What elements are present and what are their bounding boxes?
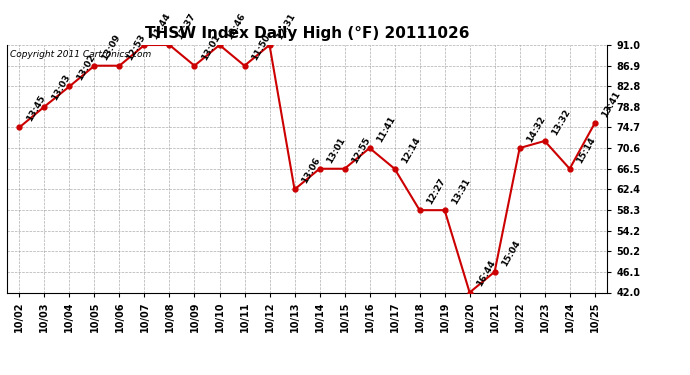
Text: 12:14: 12:14 bbox=[400, 135, 422, 165]
Text: 11:44: 11:44 bbox=[150, 11, 172, 41]
Text: 13:41: 13:41 bbox=[600, 90, 622, 119]
Text: 13:45: 13:45 bbox=[25, 94, 47, 123]
Text: 11:50: 11:50 bbox=[250, 32, 272, 62]
Text: 13:01: 13:01 bbox=[325, 135, 347, 165]
Text: 15:04: 15:04 bbox=[500, 238, 522, 268]
Text: 13:09: 13:09 bbox=[100, 32, 122, 62]
Text: 13:01: 13:01 bbox=[200, 32, 222, 62]
Text: 13:03: 13:03 bbox=[50, 73, 72, 102]
Text: 12:46: 12:46 bbox=[225, 11, 247, 41]
Text: 12:27: 12:27 bbox=[425, 177, 447, 206]
Text: 13:02: 13:02 bbox=[75, 53, 97, 82]
Text: Copyright 2011 Cartronics.com: Copyright 2011 Cartronics.com bbox=[10, 50, 151, 59]
Text: 13:06: 13:06 bbox=[300, 156, 322, 185]
Text: 15:14: 15:14 bbox=[575, 135, 598, 165]
Text: 16:44: 16:44 bbox=[475, 259, 497, 288]
Text: 12:55: 12:55 bbox=[350, 135, 372, 165]
Text: 13:32: 13:32 bbox=[550, 108, 572, 137]
Text: 12:53: 12:53 bbox=[125, 32, 147, 62]
Text: 13:31: 13:31 bbox=[450, 177, 472, 206]
Text: 12:31: 12:31 bbox=[275, 12, 297, 41]
Text: 12:37: 12:37 bbox=[175, 11, 197, 41]
Title: THSW Index Daily High (°F) 20111026: THSW Index Daily High (°F) 20111026 bbox=[145, 26, 469, 41]
Text: 14:32: 14:32 bbox=[525, 114, 547, 144]
Text: 11:41: 11:41 bbox=[375, 114, 397, 144]
